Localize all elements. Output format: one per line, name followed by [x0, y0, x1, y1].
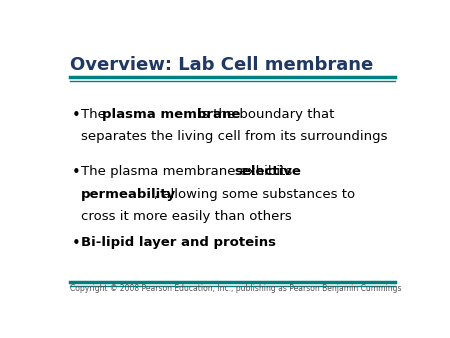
Text: is the boundary that: is the boundary that	[194, 108, 334, 121]
Text: plasma membrane: plasma membrane	[102, 108, 240, 121]
Text: Bi-lipid layer and proteins: Bi-lipid layer and proteins	[81, 236, 276, 249]
Text: cross it more easily than others: cross it more easily than others	[81, 210, 292, 223]
Text: The: The	[81, 108, 110, 121]
Text: permeability: permeability	[81, 188, 176, 201]
Text: , allowing some substances to: , allowing some substances to	[154, 188, 356, 201]
Text: The plasma membrane exhibits: The plasma membrane exhibits	[81, 166, 296, 178]
Text: •: •	[72, 236, 81, 251]
Text: Overview: Lab Cell membrane: Overview: Lab Cell membrane	[70, 56, 373, 74]
Text: •: •	[72, 108, 81, 123]
Text: Copyright © 2008 Pearson Education, Inc., publishing as Pearson Benjamin Cumming: Copyright © 2008 Pearson Education, Inc.…	[70, 284, 402, 293]
Text: •: •	[72, 166, 81, 180]
Text: selective: selective	[235, 166, 302, 178]
Text: separates the living cell from its surroundings: separates the living cell from its surro…	[81, 130, 387, 143]
